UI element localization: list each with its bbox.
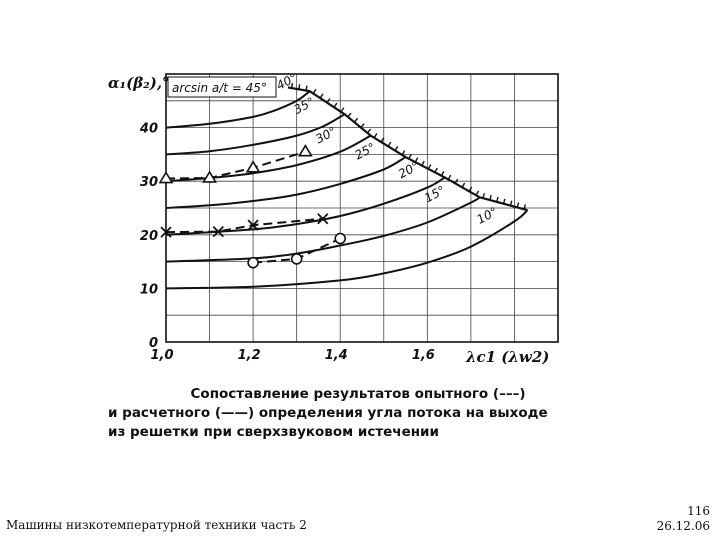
- x-tick-label: 1,4: [325, 348, 348, 363]
- boundary-hatch: [434, 167, 438, 173]
- x-axis-title: λc1 (λw2): [465, 348, 549, 366]
- boundary-hatch: [523, 204, 527, 210]
- boundary-hatch: [319, 93, 324, 99]
- series-curve: [165, 156, 407, 209]
- boundary-hatch: [394, 146, 399, 152]
- y-tick-label: 10: [140, 282, 158, 297]
- experimental-points: [158, 144, 347, 269]
- boundary-hatch: [421, 160, 425, 166]
- boundary-hatch: [440, 170, 445, 177]
- y-axis-title: α₁(β₂),°: [108, 74, 170, 92]
- boundary-hatch: [340, 107, 345, 113]
- y-tick-label: 30: [140, 175, 158, 190]
- x-tick-label: 1,6: [412, 348, 435, 363]
- series-curve: [165, 90, 311, 129]
- boundary-hatch: [454, 178, 459, 184]
- boundary-hatch: [373, 133, 378, 139]
- boundary-hatch: [516, 202, 520, 208]
- experimental-point-circle: [334, 232, 347, 245]
- boundary-hatch: [461, 182, 466, 188]
- boundary-hatch: [387, 141, 392, 147]
- experimental-point-cross: [212, 225, 224, 238]
- series-curve: [165, 209, 529, 290]
- experimental-point-triangle: [245, 160, 261, 173]
- caption-line-1: Сопоставление результатов опытного (–––): [190, 386, 526, 402]
- boundary-hatch: [496, 196, 499, 203]
- experimental-point-cross: [247, 219, 259, 231]
- boundary-hatch: [360, 123, 365, 129]
- labels: 1,0 1,2 1,4 1,6 0 10 20 30 40 α₁(β₂),° λc1 (λw2) ar…: [108, 70, 549, 366]
- boundary-hatch: [347, 112, 352, 118]
- boundary-hatch: [408, 154, 412, 160]
- boundary-hatch: [509, 200, 513, 206]
- experimental-point-circle: [290, 253, 303, 265]
- experimental-point-cross: [160, 226, 172, 238]
- boundary-label: arcsin a/t = 45°: [172, 81, 267, 95]
- series-label: 15°: [422, 183, 447, 205]
- series-label: 35°: [292, 94, 317, 116]
- boundary-hatch: [353, 117, 359, 123]
- y-tick-label: 20: [140, 229, 158, 244]
- boundary-hatch: [305, 85, 308, 91]
- boundary-hatch: [427, 164, 432, 170]
- y-tick-label: 40: [139, 122, 158, 137]
- boundary-hatch: [447, 174, 452, 180]
- series-curves: [165, 90, 529, 290]
- boundary-hatch: [333, 102, 338, 108]
- x-tick-label: 1,2: [238, 348, 261, 363]
- experimental-point-triangle: [202, 170, 217, 183]
- boundary-hatch: [380, 137, 385, 143]
- page-date: 26.12.06: [656, 519, 710, 533]
- boundary-hatch: [326, 98, 331, 104]
- boundary-hatch: [312, 88, 317, 94]
- limit-boundary: [287, 82, 528, 212]
- y-tick-label: 0: [149, 336, 158, 351]
- x-tick-label: 1,0: [150, 348, 173, 363]
- figure-caption: Сопоставление результатов опытного (–––)…: [108, 385, 568, 442]
- boundary-hatch: [414, 157, 419, 163]
- boundary-hatch: [475, 190, 480, 196]
- boundary-hatch: [468, 186, 473, 192]
- boundary-hatch: [366, 128, 372, 134]
- caption-line-2: и расчетного (——) определения угла поток…: [108, 405, 548, 421]
- boundary-label-box: [167, 76, 277, 98]
- footer-page-info: 116 26.12.06: [657, 504, 710, 534]
- experimental-point-triangle: [297, 144, 313, 157]
- page-number: 116: [687, 504, 710, 518]
- footer-course-title: Машины низкотемпературной техники часть …: [6, 518, 307, 532]
- grid: [166, 74, 558, 342]
- experimental-point-triangle: [158, 170, 174, 184]
- boundary-hatch: [489, 195, 492, 201]
- series-curve: [165, 113, 346, 156]
- experimental-line: [165, 150, 306, 180]
- boundary-hatch: [298, 84, 301, 90]
- caption-line-3: из решетки при сверхзвуковом истечении: [108, 424, 439, 440]
- boundary-hatch: [401, 150, 406, 156]
- boundary-hatch: [290, 82, 294, 89]
- experimental-point-cross: [317, 213, 329, 225]
- boundary-hatch: [502, 198, 506, 204]
- boundary-hatch: [482, 193, 485, 199]
- boundary-line: [287, 86, 528, 212]
- series-curve: [165, 196, 481, 263]
- experimental-point-circle: [247, 256, 259, 269]
